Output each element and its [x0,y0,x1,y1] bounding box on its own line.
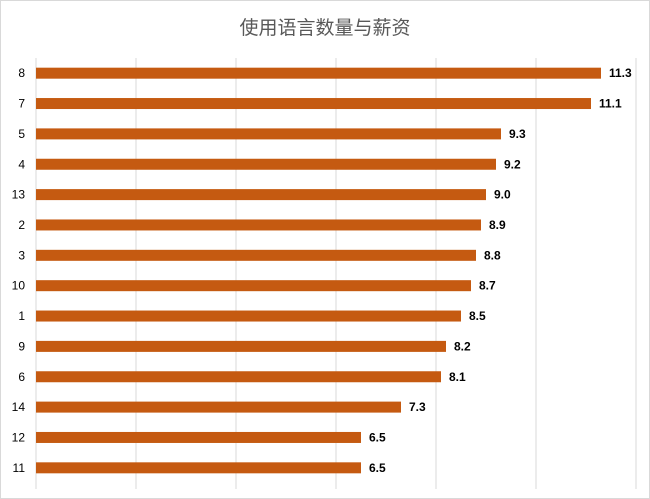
category-label: 12 [12,430,26,444]
bar [36,128,501,140]
category-label: 8 [18,66,25,80]
data-label: 8.1 [449,370,466,384]
bar [36,98,591,110]
bar [36,371,441,383]
data-label: 11.3 [609,66,632,80]
bar [36,67,601,79]
data-label: 11.1 [599,97,622,111]
data-label: 9.3 [509,127,526,141]
bar [36,158,496,170]
chart-title: 使用语言数量与薪资 [239,17,411,39]
data-label: 7.3 [409,400,426,414]
category-label: 14 [12,400,26,414]
category-label: 13 [12,188,26,202]
bar [36,280,471,292]
category-label: 4 [18,157,25,171]
category-label: 2 [18,218,25,232]
data-label: 8.8 [484,248,501,262]
data-label: 8.5 [469,309,486,323]
data-label: 6.5 [369,430,386,444]
category-label: 5 [18,127,25,141]
category-label: 10 [12,279,26,293]
data-label: 8.7 [479,279,496,293]
category-label: 6 [18,370,25,384]
bar [36,340,446,352]
category-label: 7 [18,97,25,111]
bar [36,401,401,413]
bar [36,219,481,231]
category-label: 9 [18,339,25,353]
data-label: 9.2 [504,157,521,171]
data-label: 8.9 [489,218,506,232]
category-label: 11 [13,461,26,475]
bar [36,189,486,201]
category-label: 3 [18,248,25,262]
bar [36,310,461,322]
category-label: 1 [18,309,25,323]
data-label: 9.0 [494,188,511,202]
bar [36,431,361,443]
bar [36,462,361,474]
data-label: 8.2 [454,339,471,353]
bar [36,249,476,261]
data-label: 6.5 [369,461,386,475]
